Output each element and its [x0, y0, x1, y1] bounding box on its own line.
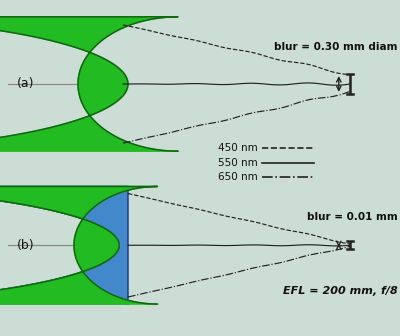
- Text: blur = 0.30 mm diam: blur = 0.30 mm diam: [274, 42, 398, 52]
- Text: (a): (a): [17, 78, 35, 90]
- Polygon shape: [0, 186, 158, 304]
- Text: 450 nm: 450 nm: [218, 143, 258, 153]
- Text: blur = 0.01 mm: blur = 0.01 mm: [307, 212, 398, 222]
- Polygon shape: [0, 186, 128, 304]
- Text: 550 nm: 550 nm: [218, 158, 258, 168]
- Text: (b): (b): [17, 239, 35, 252]
- Text: 650 nm: 650 nm: [218, 172, 258, 182]
- Text: EFL = 200 mm, f/8: EFL = 200 mm, f/8: [283, 286, 398, 296]
- Polygon shape: [0, 17, 178, 151]
